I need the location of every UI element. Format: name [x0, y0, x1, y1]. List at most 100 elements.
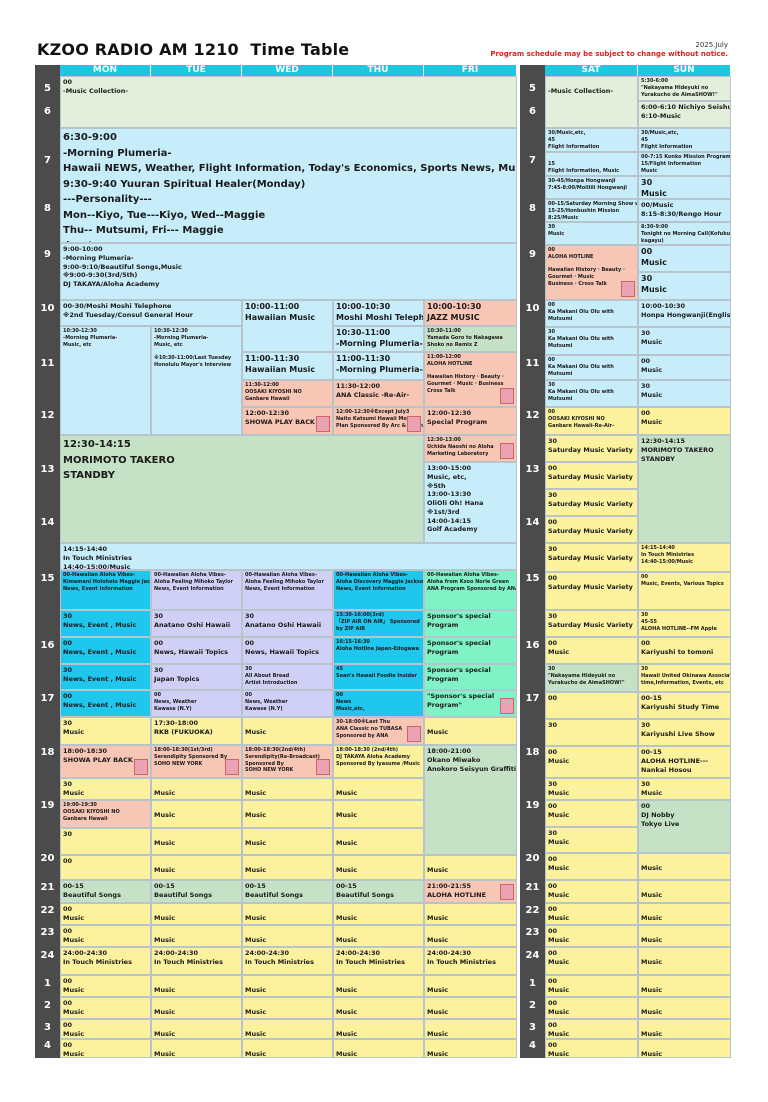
- program-text: Moshi Moshi Telephone: [336, 312, 424, 322]
- program-text: Music: [154, 935, 176, 944]
- program-cell: Music: [333, 925, 424, 947]
- program-text: 15: [548, 160, 555, 167]
- program-cell: Sponsor's special Program: [424, 610, 517, 637]
- program-text: 9:00-10:00: [63, 245, 103, 253]
- program-text: 00: [548, 977, 558, 985]
- program-text: Music: [336, 838, 358, 847]
- program-cell: 00 ALOHA HOTLINE Hawaiian History · Beaut…: [545, 245, 638, 300]
- program-text: Hawaii United Okinawa Association: [641, 672, 731, 679]
- program-text: Music: [336, 935, 358, 944]
- program-text: 00: [548, 694, 558, 702]
- program-cell: 00 News, Weather Kawase (N.Y): [242, 690, 333, 717]
- hour-label: 10: [40, 303, 55, 314]
- program-cell: Music: [151, 800, 242, 828]
- program-cell: 16:15-16:30 Aloha Hotline Japan-Edogawa: [333, 637, 424, 664]
- program-cell: 30 Music: [638, 778, 731, 800]
- program-cell: 00 News, Hawaii Topics: [242, 637, 333, 664]
- program-cell: Music: [151, 903, 242, 925]
- program-text: Naito Katsumi Hawaii Money: [336, 415, 418, 422]
- program-text: -Morning Plumeria-: [63, 147, 172, 159]
- program-text: Program: [427, 647, 459, 656]
- program-text: Mutsumi: [548, 342, 573, 349]
- program-text: Music: [641, 390, 663, 399]
- day-header-wed: WED: [242, 65, 333, 76]
- hour-label: 1: [529, 978, 536, 989]
- program-text: Flight Information, Music: [548, 167, 620, 174]
- program-cell: 30 Music: [60, 717, 151, 745]
- program-text: Music: [641, 167, 658, 174]
- program-text: Beautiful Songs: [336, 890, 394, 899]
- program-text: 12:30-13:00: [427, 437, 461, 443]
- program-text: Yurakucho de AimaSHOW!": [548, 679, 625, 686]
- program-cell: 00: [545, 692, 638, 719]
- program-text: 30: [548, 780, 558, 788]
- program-cell: 11:00-12:00 ALOHA HOTLINE Hawaiian Histor…: [424, 352, 517, 407]
- program-text: 00: [63, 1041, 73, 1049]
- program-text: [641, 977, 728, 986]
- program-cell: 30 Hawaii United Okinawa Association time,…: [638, 664, 731, 692]
- program-text: Serendipity Sponsored By: [154, 753, 228, 760]
- program-cell: 24:00-24:30 In Touch Ministries: [60, 947, 151, 975]
- program-text: 30: [641, 274, 653, 283]
- program-text: 8:15-8:30/Rengo Hour: [641, 209, 722, 218]
- program-text: [427, 719, 514, 728]
- program-cell: Music: [424, 903, 517, 925]
- program-thumbnail-icon: [500, 884, 514, 900]
- hour-label: 19: [525, 800, 540, 811]
- program-cell: 00 Saturday Music Variety: [545, 462, 638, 489]
- program-text: Japan Topics: [154, 674, 200, 683]
- program-text: Tonight no Morning Call(Kofuku no: [641, 230, 731, 237]
- program-cell: 30 Anatano Oshi Hawaii: [151, 610, 242, 637]
- program-text: Music: [548, 1049, 570, 1058]
- program-text: Kimamani Holoholo Maggie Jackson: [63, 578, 150, 585]
- program-cell: 30 Music: [60, 778, 151, 800]
- hour-label: 6: [44, 106, 51, 117]
- program-text: Music: [63, 935, 85, 944]
- program-cell: Music: [424, 1039, 517, 1058]
- program-text: News, Event Information: [154, 585, 224, 592]
- program-text: Ganbare Hawaii: [245, 395, 290, 402]
- program-cell: 30-45/Honpa Hongwanji 7:45-8:00/Moiliili …: [545, 176, 638, 199]
- program-cell: 30 All About Bread Artist Introduction: [242, 664, 333, 690]
- program-text: 00-15: [154, 882, 175, 890]
- program-text: ALOHA HOTLINE: [548, 253, 594, 260]
- program-cell: 17:30-18:00 RKB (FUKUOKA): [151, 717, 242, 745]
- program-cell: -Music Collection-: [545, 76, 638, 128]
- program-text: 00: [641, 409, 651, 417]
- program-text: Music: [548, 985, 570, 994]
- program-text: [154, 348, 239, 355]
- program-text: [336, 1021, 421, 1030]
- program-text: In Touch Ministries: [641, 551, 695, 558]
- program-text: Music: [641, 337, 663, 346]
- program-text: 10:00-10:30: [641, 302, 686, 310]
- program-thumbnail-icon: [134, 759, 148, 775]
- program-text: Music: [245, 838, 267, 847]
- program-thumbnail-icon: [225, 759, 239, 775]
- program-text: Music: [548, 935, 570, 944]
- program-text: Music: [427, 1049, 449, 1058]
- program-cell: 00 Music: [60, 997, 151, 1019]
- program-text: kagayu): [641, 237, 664, 244]
- program-text: ※5th: [427, 481, 446, 490]
- program-text: Music: [427, 935, 449, 944]
- program-text: Business · Cross Talk: [548, 280, 607, 287]
- program-cell: 18:00-18:30(2nd/4th) Serendipity(Re-Broad…: [242, 745, 333, 778]
- hour-label: 2: [44, 1000, 51, 1011]
- program-text: 30: [548, 329, 555, 335]
- program-cell: 00 Music: [60, 975, 151, 997]
- hour-label: 22: [40, 905, 55, 916]
- program-text: 9:00-9:10/Beautiful Songs,Music: [63, 262, 182, 271]
- program-text: by ZIP AIR: [336, 625, 366, 632]
- program-text: News: [336, 698, 352, 705]
- program-text: time,Information, Events, etc: [641, 679, 724, 686]
- program-text: Sponsor's special: [427, 639, 491, 647]
- program-text: [336, 830, 421, 839]
- program-text: Hawaii NEWS, Weather, Flight Information…: [63, 163, 517, 174]
- program-text: -Morning Plumeria-: [154, 334, 209, 341]
- program-text: 11:00-12:00: [427, 354, 461, 360]
- program-cell: 00 Music: [638, 355, 731, 380]
- program-cell: 30 "Nakayama Hideyuki no Yurakucho de Aima…: [545, 664, 638, 692]
- program-cell: 00 Music: [60, 925, 151, 947]
- program-text: [245, 927, 330, 936]
